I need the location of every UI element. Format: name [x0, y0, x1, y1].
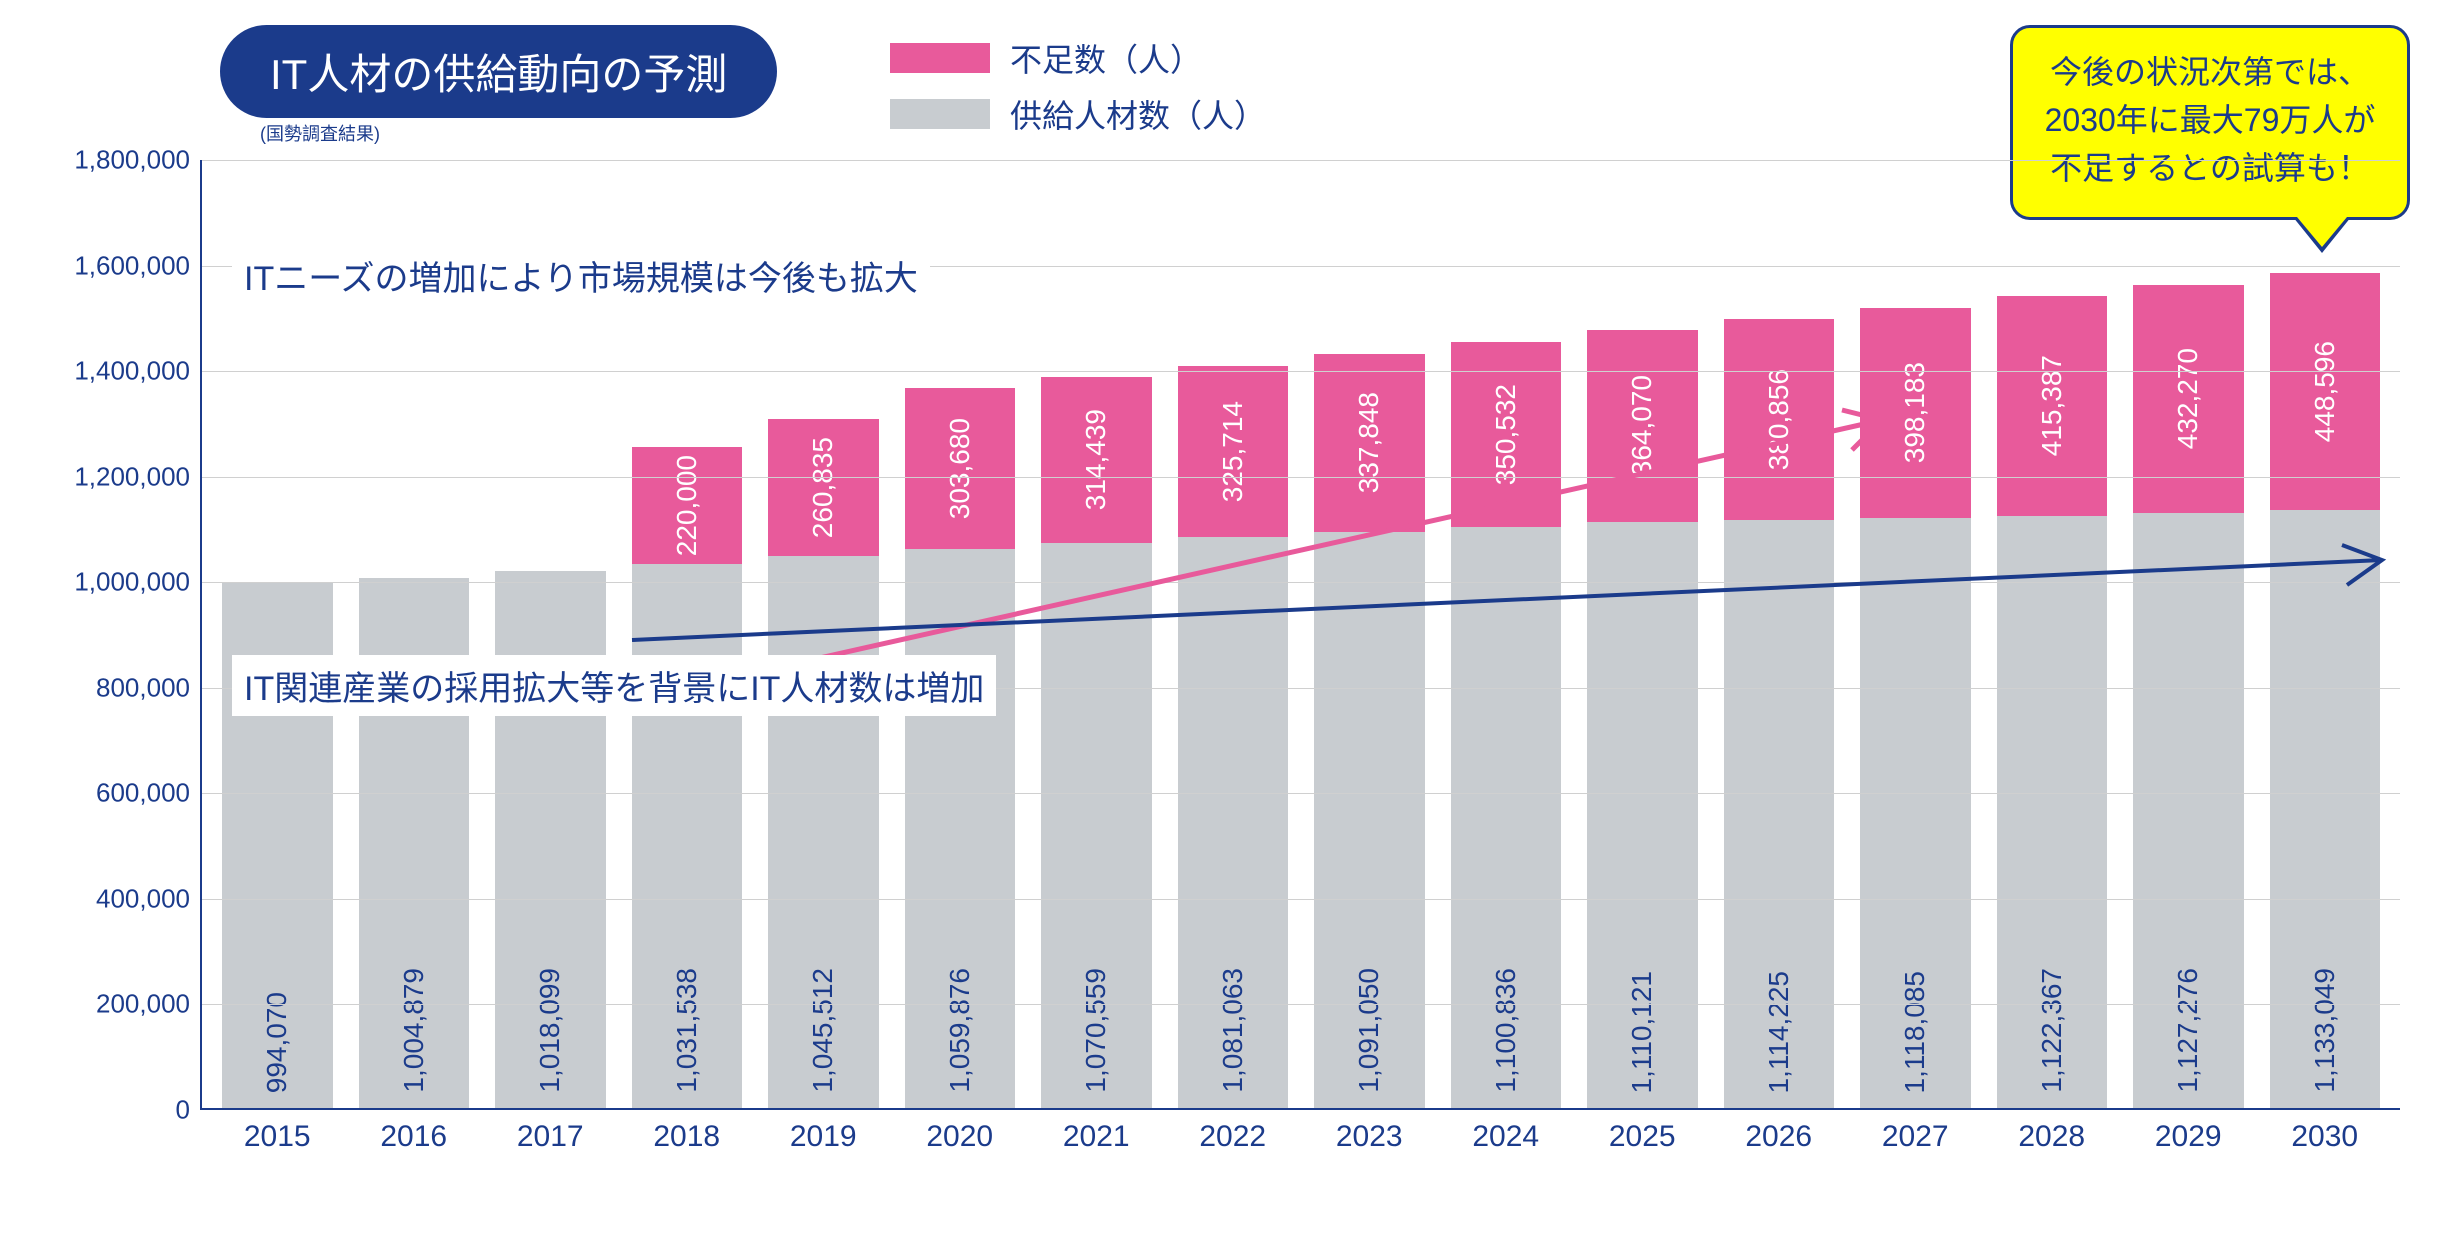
- y-axis-tick: 1,400,000: [40, 356, 190, 387]
- legend-swatch-shortage: [890, 43, 990, 73]
- legend: 不足数（人） 供給人材数（人）: [890, 35, 1266, 137]
- y-axis-tick: 1,000,000: [40, 567, 190, 598]
- x-axis-label: 2019: [790, 1120, 857, 1154]
- x-axis-label: 2016: [380, 1120, 447, 1154]
- x-axis-label: 2027: [1882, 1120, 1949, 1154]
- y-axis-tick: 400,000: [40, 883, 190, 914]
- chart-subtitle: (国勢調査結果): [260, 120, 380, 146]
- legend-label-shortage: 不足数（人）: [1010, 35, 1202, 81]
- x-axis-label: 2017: [517, 1120, 584, 1154]
- x-axis-label: 2024: [1472, 1120, 1539, 1154]
- legend-item-supply: 供給人材数（人）: [890, 91, 1266, 137]
- y-axis-tick: 600,000: [40, 778, 190, 809]
- x-axis-label: 2015: [244, 1120, 311, 1154]
- y-axis-tick: 0: [40, 1095, 190, 1126]
- x-axis-label: 2021: [1063, 1120, 1130, 1154]
- y-axis-tick: 200,000: [40, 989, 190, 1020]
- x-axis-label: 2026: [1745, 1120, 1812, 1154]
- annotation-bottom: IT関連産業の採用拡大等を背景にIT人材数は増加: [232, 655, 996, 716]
- x-axis-label: 2022: [1199, 1120, 1266, 1154]
- y-axis-tick: 1,200,000: [40, 461, 190, 492]
- y-axis-tick: 1,600,000: [40, 250, 190, 281]
- x-axis-label: 2030: [2291, 1120, 2358, 1154]
- legend-label-supply: 供給人材数（人）: [1010, 91, 1266, 137]
- legend-item-shortage: 不足数（人）: [890, 35, 1266, 81]
- annotation-top: ITニーズの増加により市場規模は今後も拡大: [232, 245, 930, 306]
- x-axis-label: 2029: [2155, 1120, 2222, 1154]
- y-axis-tick: 800,000: [40, 672, 190, 703]
- legend-swatch-supply: [890, 99, 990, 129]
- y-axis-tick: 1,800,000: [40, 145, 190, 176]
- x-axis-label: 2028: [2018, 1120, 2085, 1154]
- chart-title: IT人材の供給動向の予測: [220, 25, 777, 118]
- chart-container: IT人材の供給動向の予測 (国勢調査結果) 不足数（人） 供給人材数（人） 今後…: [20, 20, 2420, 1220]
- x-axis-label: 2020: [926, 1120, 993, 1154]
- plot-area: 994,07020151,004,87920161,018,0992017220…: [200, 160, 2400, 1110]
- x-axis-label: 2025: [1609, 1120, 1676, 1154]
- x-axis-label: 2018: [653, 1120, 720, 1154]
- x-axis-label: 2023: [1336, 1120, 1403, 1154]
